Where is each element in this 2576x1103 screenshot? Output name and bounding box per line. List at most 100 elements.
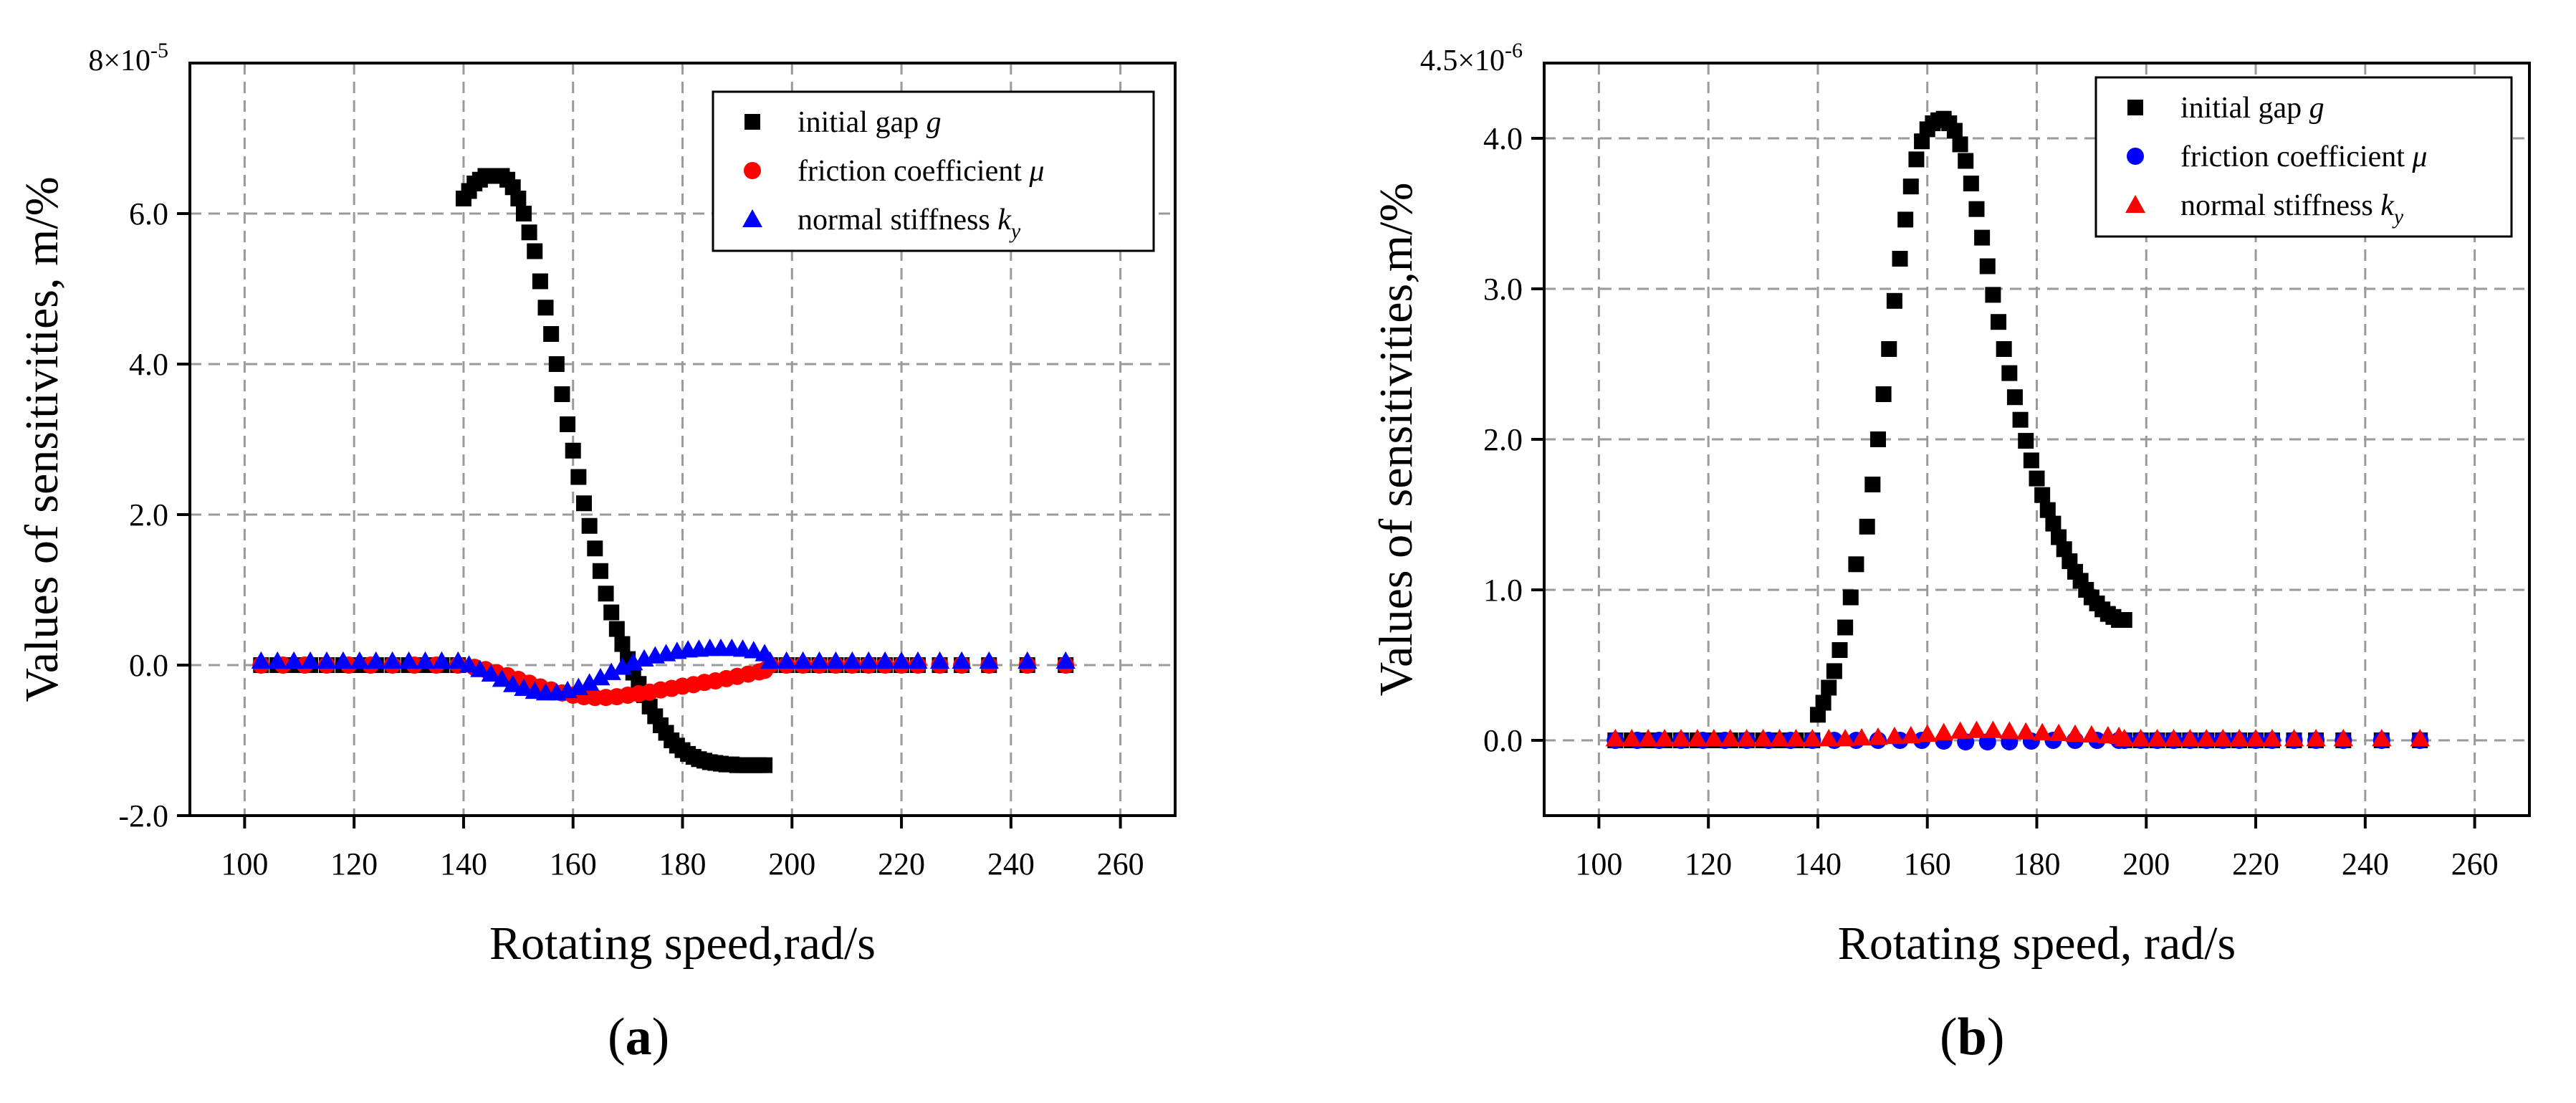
- x-axis-label: Rotating speed,rad/s: [489, 917, 876, 970]
- data-point: [1835, 729, 1855, 747]
- data-point: [2180, 729, 2201, 747]
- data-point: [1881, 341, 1897, 357]
- x-tick-label: 120: [1685, 846, 1732, 882]
- data-point: [1704, 729, 1724, 747]
- panel-label-b: (b): [1940, 1008, 2005, 1066]
- data-point: [284, 651, 304, 669]
- data-point: [2006, 389, 2023, 406]
- data-point: [515, 206, 532, 221]
- y-scale-label: 4.5×10-6: [1420, 39, 1523, 77]
- data-point: [1018, 651, 1038, 669]
- data-point: [1819, 729, 1839, 747]
- legend-marker: [2125, 195, 2145, 213]
- data-point: [503, 674, 523, 692]
- data-point: [1826, 663, 1842, 679]
- data-point: [603, 604, 620, 621]
- y-tick-label: 4.0: [1483, 121, 1523, 156]
- legend-label: initial gap g: [2180, 92, 2324, 125]
- data-point: [760, 651, 780, 669]
- data-point: [537, 300, 554, 316]
- data-point: [793, 651, 813, 669]
- data-point: [382, 651, 403, 669]
- y-tick-label: 4.0: [129, 347, 168, 382]
- data-point: [825, 651, 846, 669]
- data-point: [459, 655, 479, 673]
- data-point: [514, 678, 534, 696]
- data-point: [1837, 619, 1854, 636]
- data-point: [979, 651, 999, 669]
- data-point: [776, 651, 797, 669]
- data-point: [592, 563, 608, 579]
- series-triangle: [251, 639, 1076, 701]
- y-tick-label: 2.0: [129, 497, 168, 533]
- x-tick-label: 100: [221, 846, 268, 882]
- data-point: [2056, 541, 2072, 558]
- data-point: [1864, 477, 1881, 492]
- data-point: [1786, 729, 1806, 747]
- data-point: [1720, 729, 1741, 747]
- legend-label: initial gap g: [798, 106, 942, 139]
- data-point: [601, 662, 621, 680]
- data-point: [1958, 153, 1974, 169]
- data-point: [1848, 556, 1864, 573]
- data-point: [809, 651, 830, 669]
- data-point: [1821, 679, 1837, 696]
- y-tick-label: -2.0: [118, 798, 168, 834]
- data-point: [1902, 178, 1919, 195]
- data-point: [1966, 720, 1987, 738]
- x-tick-label: 160: [550, 846, 597, 882]
- data-point: [2018, 433, 2034, 449]
- data-point: [1963, 176, 1979, 191]
- x-tick-label: 240: [2342, 846, 2389, 882]
- data-point: [1892, 251, 1908, 267]
- x-tick-label: 100: [1575, 846, 1622, 882]
- y-tick-label: 6.0: [129, 196, 168, 231]
- y-tick-label: 0.0: [1483, 723, 1523, 758]
- data-point: [565, 442, 581, 459]
- data-point: [1055, 651, 1076, 669]
- data-point: [2115, 729, 2135, 747]
- data-point: [842, 651, 862, 669]
- data-point: [576, 495, 592, 512]
- data-point: [1868, 727, 1888, 745]
- data-point: [554, 386, 570, 402]
- legend-marker: [742, 209, 762, 227]
- y-axis-label: Values of sensitivities, m/%: [16, 176, 68, 702]
- data-point: [1908, 151, 1925, 168]
- data-point: [1901, 725, 1921, 744]
- data-point: [2032, 722, 2052, 740]
- x-tick-label: 260: [1097, 846, 1144, 882]
- series-triangle: [1605, 720, 2430, 747]
- data-point: [568, 677, 589, 695]
- data-point: [1736, 729, 1757, 747]
- data-point: [757, 757, 773, 773]
- data-point: [398, 651, 419, 669]
- data-point: [333, 651, 353, 669]
- data-point: [1897, 211, 1914, 228]
- data-point: [1875, 386, 1892, 402]
- data-point: [1885, 726, 1905, 745]
- legend-label: normal stiffness ky: [2180, 189, 2404, 229]
- data-point: [2306, 729, 2326, 747]
- data-point: [1991, 314, 2007, 330]
- data-point: [448, 651, 468, 669]
- data-point: [2284, 729, 2304, 747]
- data-point: [2246, 729, 2266, 747]
- data-point: [2045, 515, 2062, 532]
- data-point: [2333, 729, 2353, 747]
- x-tick-label: 180: [2014, 846, 2061, 882]
- data-point: [1671, 729, 1691, 747]
- legend-marker: [744, 162, 761, 179]
- data-point: [590, 667, 611, 686]
- data-point: [1950, 721, 1971, 739]
- data-point: [510, 191, 527, 206]
- data-point: [1753, 729, 1773, 747]
- legend-box: [712, 90, 1155, 252]
- data-point: [527, 243, 543, 259]
- data-point: [1933, 722, 1954, 740]
- x-tick-label: 220: [2232, 846, 2279, 882]
- legend-marker: [2127, 100, 2143, 115]
- data-point: [2016, 722, 2036, 740]
- chart-a: 100 120 140 160 180 200 220 240 260 -2.0 0.0 2.0 4.0…: [16, 39, 1177, 970]
